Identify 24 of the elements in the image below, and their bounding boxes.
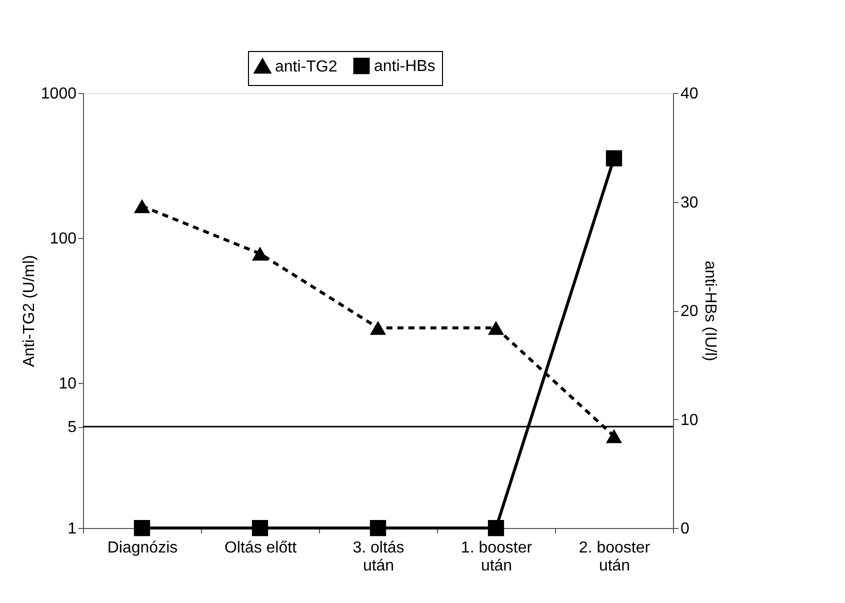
point	[134, 199, 150, 214]
x-tick-label: 3. oltás után	[352, 540, 404, 574]
x-tick-label: 2. booster után	[578, 540, 651, 574]
y-axis-title: Anti-TG2 (U/ml)	[20, 255, 38, 367]
point	[252, 246, 268, 261]
y2-tick-label: 40	[680, 86, 698, 102]
y2-tick-label: 10	[680, 412, 698, 429]
point	[488, 320, 504, 335]
y-tick-label: 10	[58, 376, 77, 392]
x-tick-label: 1. booster után	[460, 540, 533, 574]
y-tick-label: 1	[68, 520, 77, 538]
legend-label: anti-HBs	[374, 58, 436, 75]
y-tick-label: 100	[50, 230, 77, 248]
y-tick-label: 1000	[40, 86, 77, 102]
legend-label: anti-TG2	[275, 58, 338, 76]
y2-tick-label: 30	[680, 194, 698, 212]
y2-axis-title: anti-HBs (IU/l)	[701, 260, 718, 362]
y-tick-label: 5	[68, 419, 77, 436]
y2-tick-label: 0	[680, 520, 690, 538]
point	[606, 429, 622, 444]
y2-tick-label: 20	[680, 303, 698, 320]
x-tick-label: Oltás előtt	[224, 540, 298, 556]
x-tick-label: Diagnózis	[107, 540, 178, 556]
point	[370, 320, 386, 335]
